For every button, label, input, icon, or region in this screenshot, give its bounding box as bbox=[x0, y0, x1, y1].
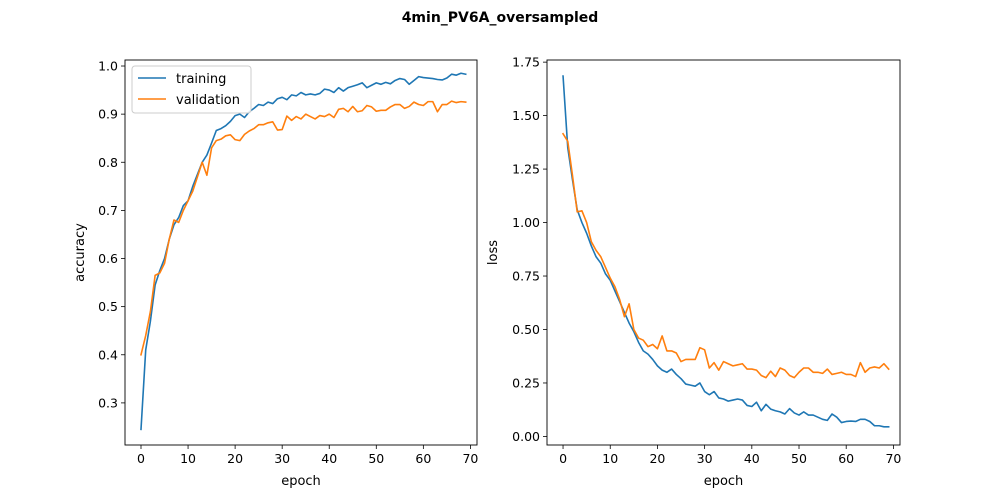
accuracy-x-axis-label: epoch bbox=[281, 474, 321, 489]
accuracy-x-tick-label: 70 bbox=[462, 451, 478, 466]
accuracy-x-tick-label: 50 bbox=[368, 451, 384, 466]
legend: training validation bbox=[131, 65, 252, 114]
accuracy-x-tick-label: 30 bbox=[274, 451, 290, 466]
loss-x-tick-label: 10 bbox=[602, 451, 618, 466]
accuracy-y-tick-label: 0.8 bbox=[98, 155, 118, 170]
accuracy-x-tick-label: 60 bbox=[415, 451, 431, 466]
loss-x-axis-label: epoch bbox=[704, 474, 744, 489]
loss-axes: 0 10 20 30 40 50 60 70 0.00 0.25 0.50 0.75 1.00 1.25 1… bbox=[512, 55, 901, 466]
accuracy-plot-lines bbox=[140, 72, 467, 431]
accuracy-x-tick-label: 20 bbox=[227, 451, 243, 466]
loss-y-tick-label: 1.50 bbox=[512, 108, 540, 123]
accuracy-chart: 0 10 20 30 40 50 60 700.30.40.50.60.70.80.91.0 … bbox=[73, 59, 478, 489]
loss-training-line bbox=[562, 75, 890, 428]
accuracy-y-tick-label: 0.9 bbox=[98, 107, 118, 122]
loss-y-tick-label: 1.25 bbox=[512, 162, 540, 177]
accuracy-x-tick-label: 10 bbox=[180, 451, 196, 466]
loss-y-tick-label: 0.25 bbox=[512, 375, 540, 390]
loss-x-tick-label: 20 bbox=[649, 451, 665, 466]
loss-x-tick-label: 60 bbox=[838, 451, 854, 466]
legend-validation-label: validation bbox=[176, 93, 240, 108]
loss-y-axis-label: loss bbox=[486, 240, 501, 265]
loss-y-tick-label: 0.00 bbox=[512, 429, 540, 444]
accuracy-axes: 0 10 20 30 40 50 60 70 0.3 0.4 0.5 0.6 0.7 0.8 0.9 1.0 bbox=[98, 59, 478, 466]
accuracy-training-line bbox=[140, 72, 467, 431]
accuracy-y-axis-label: accuracy bbox=[73, 223, 88, 282]
accuracy-y-tick-label: 0.5 bbox=[98, 299, 118, 314]
accuracy-y-tick-label: 1.0 bbox=[98, 59, 118, 74]
accuracy-y-tick-label: 0.3 bbox=[98, 395, 118, 410]
accuracy-y-tick-label: 0.6 bbox=[98, 251, 118, 266]
loss-y-tick-label: 1.75 bbox=[512, 55, 540, 70]
loss-x-tick-label: 70 bbox=[885, 451, 901, 466]
loss-y-tick-label: 0.50 bbox=[512, 322, 540, 337]
loss-y-tick-label: 0.75 bbox=[512, 269, 540, 284]
loss-x-tick-label: 0 bbox=[559, 451, 567, 466]
accuracy-y-tick-label: 0.7 bbox=[98, 203, 118, 218]
accuracy-y-tick-label: 0.4 bbox=[98, 347, 118, 362]
accuracy-plot-frame bbox=[124, 59, 478, 446]
loss-validation-line bbox=[561, 132, 890, 379]
loss-y-tick-label: 1.00 bbox=[512, 215, 540, 230]
accuracy-x-tick-label: 0 bbox=[137, 451, 145, 466]
legend-training-label: training bbox=[176, 72, 226, 87]
loss-x-tick-label: 30 bbox=[697, 451, 713, 466]
loss-x-tick-label: 50 bbox=[791, 451, 807, 466]
loss-chart: 0 10 20 30 40 50 60 70 0.00 0.25 0.50 0.75 1.00 1.25 1… bbox=[486, 55, 901, 489]
figure-title: 4min_PV6A_oversampled bbox=[402, 10, 599, 26]
loss-x-tick-label: 40 bbox=[744, 451, 760, 466]
loss-plot-frame bbox=[546, 59, 901, 446]
accuracy-validation-line bbox=[140, 100, 467, 356]
accuracy-x-tick-label: 40 bbox=[321, 451, 337, 466]
loss-plot-lines bbox=[561, 75, 890, 428]
